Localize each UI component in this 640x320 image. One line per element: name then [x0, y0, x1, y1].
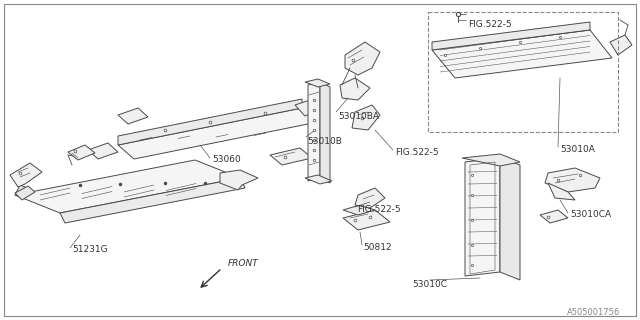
Text: 51231G: 51231G [72, 245, 108, 254]
Polygon shape [500, 158, 520, 280]
Text: 53010BA: 53010BA [338, 112, 379, 121]
Text: 53060: 53060 [212, 155, 241, 164]
Polygon shape [540, 210, 568, 223]
Text: A505001756: A505001756 [567, 308, 620, 317]
Text: FRONT: FRONT [228, 259, 259, 268]
Polygon shape [220, 170, 258, 190]
Text: FIG.522-5: FIG.522-5 [468, 20, 511, 29]
Polygon shape [88, 143, 118, 159]
Polygon shape [343, 205, 375, 215]
Polygon shape [352, 105, 380, 130]
Text: 53010B: 53010B [307, 137, 342, 146]
Polygon shape [548, 183, 575, 200]
Polygon shape [345, 42, 380, 75]
Polygon shape [432, 30, 612, 78]
Text: 53010C: 53010C [413, 280, 447, 289]
Polygon shape [10, 163, 42, 187]
Text: 53010A: 53010A [560, 145, 595, 154]
Polygon shape [118, 108, 148, 124]
Text: FIG.522-5: FIG.522-5 [357, 205, 401, 214]
Polygon shape [118, 108, 318, 159]
Polygon shape [343, 210, 390, 230]
Polygon shape [295, 100, 320, 116]
Polygon shape [305, 79, 330, 87]
Polygon shape [545, 168, 600, 192]
Text: FIG.522-5: FIG.522-5 [395, 148, 438, 157]
Polygon shape [68, 145, 95, 160]
Polygon shape [270, 148, 312, 165]
Polygon shape [15, 186, 35, 200]
Polygon shape [118, 99, 302, 145]
Polygon shape [60, 178, 245, 223]
Polygon shape [15, 160, 240, 213]
Polygon shape [432, 22, 590, 50]
Polygon shape [340, 78, 370, 100]
Bar [428, 12, 618, 132]
Text: 53010CA: 53010CA [570, 210, 611, 219]
Polygon shape [305, 175, 332, 184]
Polygon shape [462, 154, 520, 166]
Polygon shape [465, 158, 500, 276]
Polygon shape [610, 35, 632, 55]
Text: 50812: 50812 [363, 243, 392, 252]
Polygon shape [320, 82, 330, 183]
Polygon shape [308, 82, 320, 181]
Polygon shape [355, 188, 385, 208]
Polygon shape [15, 185, 25, 197]
